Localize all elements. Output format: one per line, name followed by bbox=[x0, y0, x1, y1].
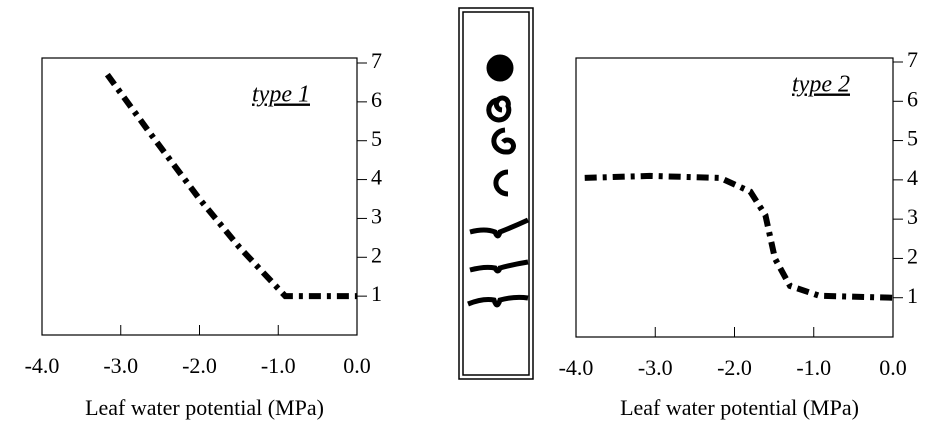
x-tick-label: -4.0 bbox=[559, 355, 594, 380]
y-tick-label: 1 bbox=[371, 281, 382, 306]
y-tick-label: 2 bbox=[907, 243, 918, 268]
leaf-rolling-panel bbox=[458, 7, 534, 380]
y-tick-label: 6 bbox=[907, 86, 918, 111]
y-tick-label: 6 bbox=[371, 87, 382, 112]
x-tick-label: -2.0 bbox=[182, 353, 217, 378]
x-tick-label: -1.0 bbox=[261, 353, 296, 378]
x-tick-label: 0.0 bbox=[879, 355, 907, 380]
x-axis-label: Leaf water potential (MPa) bbox=[620, 395, 859, 420]
y-tick-label: 3 bbox=[371, 203, 382, 228]
y-tick-label: 4 bbox=[371, 165, 382, 190]
x-tick-label: 0.0 bbox=[343, 353, 371, 378]
y-tick-label: 4 bbox=[907, 165, 918, 190]
data-line bbox=[104, 72, 357, 300]
y-tick-label: 7 bbox=[907, 47, 918, 72]
x-tick-label: -2.0 bbox=[717, 355, 752, 380]
x-tick-label: -3.0 bbox=[103, 353, 138, 378]
x-tick-label: -3.0 bbox=[638, 355, 673, 380]
y-tick-label: 5 bbox=[371, 126, 382, 151]
y-tick-label: 1 bbox=[907, 283, 918, 308]
x-tick-label: -1.0 bbox=[796, 355, 831, 380]
y-tick-label: 5 bbox=[907, 126, 918, 151]
y-tick-label: 3 bbox=[907, 204, 918, 229]
y-tick-label: 7 bbox=[371, 48, 382, 73]
annotation: type 1 bbox=[252, 82, 310, 108]
x-axis-label: Leaf water potential (MPa) bbox=[85, 395, 324, 420]
annotation: type 2 bbox=[792, 72, 850, 98]
x-tick-label: -4.0 bbox=[25, 353, 60, 378]
data-line bbox=[584, 172, 894, 301]
y-tick-label: 2 bbox=[371, 242, 382, 267]
